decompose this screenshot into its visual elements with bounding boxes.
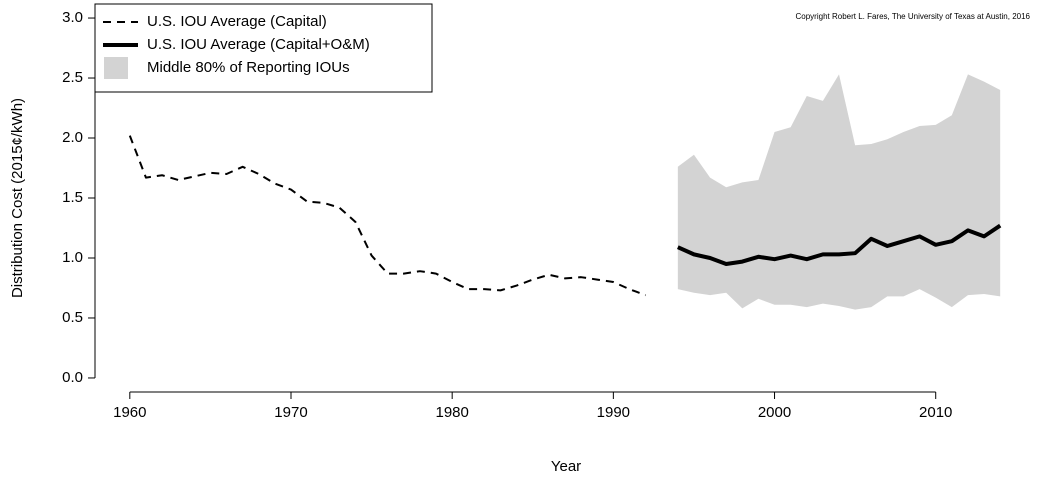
x-tick-label: 1970 [274, 404, 307, 421]
legend-box [94, 3, 433, 93]
legend-swatch [104, 57, 128, 79]
legend-label: Middle 80% of Reporting IOUs [147, 59, 350, 76]
y-tick-label: 2.0 [62, 129, 83, 146]
legend-label: U.S. IOU Average (Capital+O&M) [147, 36, 370, 53]
band-area [677, 74, 1001, 310]
y-tick-label: 1.5 [62, 189, 83, 206]
y-tick-label: 3.0 [62, 9, 83, 26]
x-tick-label: 2000 [758, 404, 791, 421]
y-axis-label: Distribution Cost (2015¢/kWh) [9, 98, 26, 298]
x-axis-label: Year [551, 458, 581, 475]
y-tick-label: 0.0 [62, 369, 83, 386]
series-line [128, 135, 646, 297]
legend-label: U.S. IOU Average (Capital) [147, 13, 327, 30]
y-tick-label: 1.0 [62, 249, 83, 266]
y-tick-label: 2.5 [62, 69, 83, 86]
y-tick-label: 0.5 [62, 309, 83, 326]
copyright: Copyright Robert L. Fares, The Universit… [796, 12, 1031, 21]
x-tick-label: 1990 [597, 404, 630, 421]
x-tick-label: 2010 [919, 404, 952, 421]
x-tick-label: 1960 [113, 404, 146, 421]
x-tick-label: 1980 [435, 404, 468, 421]
series-line [677, 223, 1002, 266]
